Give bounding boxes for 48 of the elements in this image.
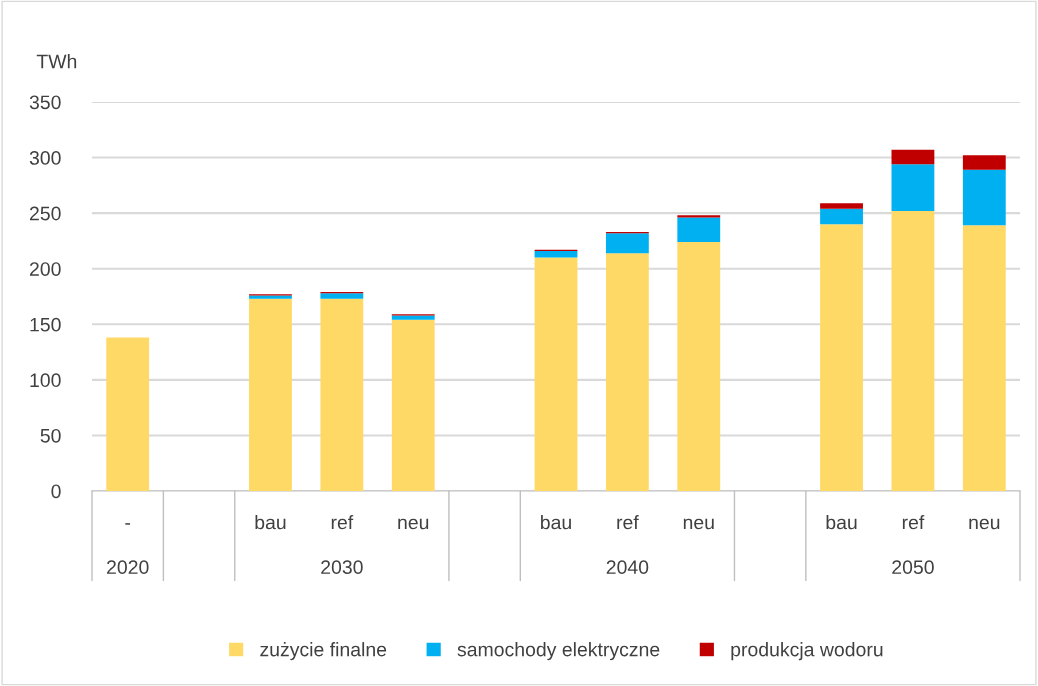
x-tick-label: bau [255, 515, 286, 530]
bar [249, 298, 292, 491]
bar [820, 203, 863, 209]
y-tick-label: 350 [29, 95, 61, 110]
legend-label: zużycie finalne [260, 642, 387, 661]
x-tick-label: bau [541, 515, 571, 530]
bar [605, 253, 649, 491]
bar [605, 233, 649, 254]
x-tick-label: bau [826, 515, 857, 530]
x-tick-label: ref [902, 515, 925, 530]
x-tick-label: - [125, 523, 131, 525]
bar [320, 298, 364, 491]
bar [962, 225, 1006, 491]
x-tick-label: neu [398, 518, 429, 530]
bar [534, 250, 578, 258]
y-tick-label: 50 [40, 428, 61, 443]
bar [391, 319, 435, 491]
bar [891, 164, 935, 211]
bar [962, 155, 1006, 170]
y-tick-label: 150 [30, 317, 61, 332]
legend-label: produkcja wodoru [731, 642, 883, 661]
bar [891, 149, 935, 165]
y-tick-label: 100 [30, 373, 61, 388]
x-tick-label: neu [683, 518, 714, 530]
bar [820, 208, 863, 225]
bar [391, 315, 435, 320]
bar [106, 337, 150, 491]
y-tick-label: 300 [29, 151, 61, 165]
bar [820, 224, 863, 491]
bar [677, 215, 721, 218]
bar [962, 169, 1006, 226]
legend-label: samochody elektryczne [457, 642, 660, 661]
bar [677, 217, 721, 243]
bar [677, 242, 721, 491]
x-tick-label: ref [617, 515, 639, 530]
y-axis-title: TWh [36, 54, 77, 69]
x-tick-label: ref [331, 515, 354, 530]
y-tick-label: 200 [29, 262, 61, 276]
text: 2040 [606, 560, 649, 575]
x-tick-label: neu [969, 518, 1000, 530]
bar [534, 257, 578, 491]
y-tick-label: 0 [51, 484, 61, 499]
bar [891, 210, 935, 491]
bar [320, 293, 364, 299]
text: 2030 [321, 560, 363, 575]
y-tick-label: 250 [29, 206, 61, 221]
text: 2050 [892, 560, 934, 575]
text: 2020 [107, 560, 149, 575]
